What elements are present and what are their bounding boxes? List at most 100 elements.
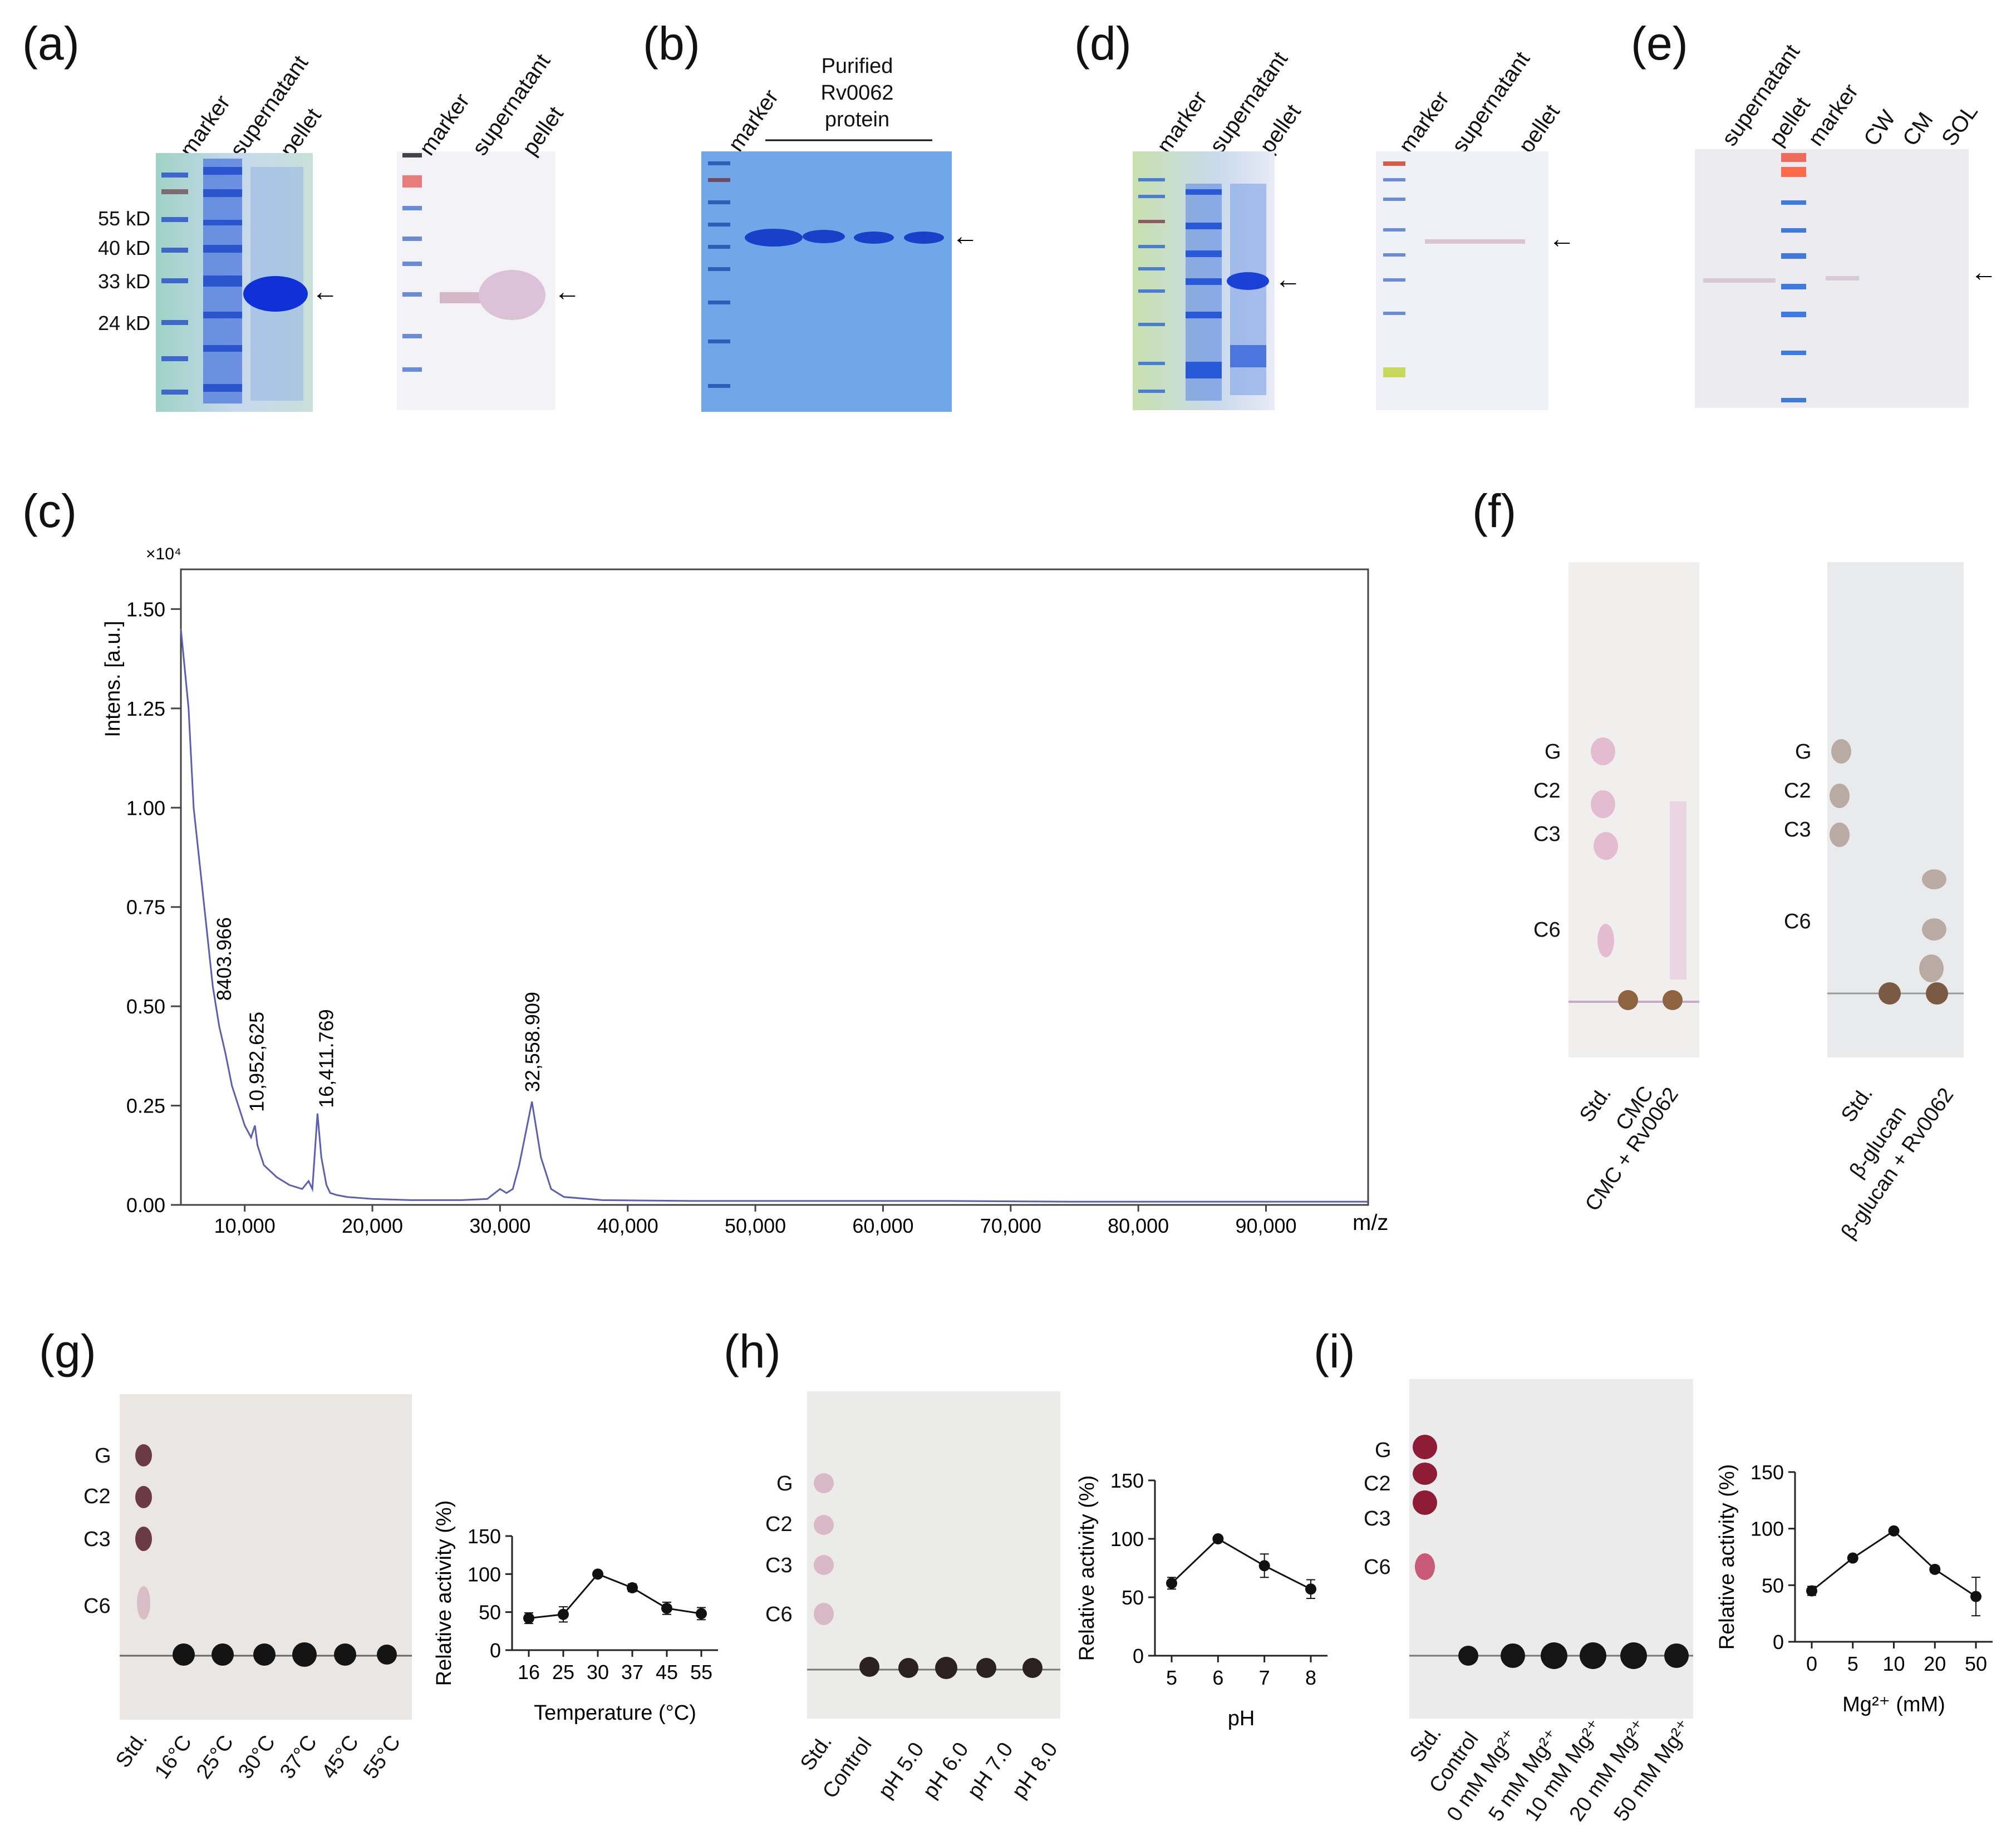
tlc-f-label-c3: C3 xyxy=(1533,823,1561,846)
activity-xtick-label: 7 xyxy=(1259,1666,1270,1689)
gel-d-coomassie xyxy=(1133,151,1275,410)
spectrum-xtick-label: 30,000 xyxy=(469,1214,530,1237)
spectrum-ytick-label: 0.25 xyxy=(126,1095,165,1118)
gel-e-band-cw xyxy=(1826,276,1859,280)
activity-xtick-label: 20 xyxy=(1924,1652,1946,1675)
tlc-f-spot-bg xyxy=(1879,982,1901,1005)
activity-xlabel: Mg²⁺ (mM) xyxy=(1842,1693,1945,1716)
arrow-d1: ← xyxy=(1275,265,1301,294)
panel-label-c: (c) xyxy=(22,485,77,537)
lane-label-marker-d: marker xyxy=(1152,87,1212,158)
gel-d-marker-bands xyxy=(1138,178,1165,393)
tlc-h-label-c3: C3 xyxy=(765,1554,793,1577)
purified-label: Purified Rv0062 protein xyxy=(774,53,941,133)
g-lane-25: 25°C xyxy=(192,1731,239,1784)
activity-xtick-label: 30 xyxy=(587,1661,609,1684)
tlc-f2-label-c2: C2 xyxy=(1784,779,1811,803)
panel-label-g: (g) xyxy=(39,1325,96,1377)
purified-line2: Rv0062 xyxy=(820,81,894,105)
gel-e-western xyxy=(1695,149,1969,408)
gel-e-band-sup xyxy=(1703,278,1776,283)
tlc-i-label-c3: C3 xyxy=(1364,1507,1391,1530)
spectrum-xtick-label: 80,000 xyxy=(1108,1214,1169,1237)
spectrum-peak-label: 16,411.769 xyxy=(315,1009,338,1108)
tlc-g-label-c6: C6 xyxy=(83,1594,111,1618)
gel-a-supernatant-bands xyxy=(203,159,242,403)
tlc-h-plate xyxy=(807,1391,1060,1719)
activity-point xyxy=(1258,1560,1270,1572)
kd-label-24: 24 kD xyxy=(97,312,150,334)
spectrum-peak-label: 32,558.909 xyxy=(521,992,544,1092)
gel-d2-band xyxy=(1425,239,1525,244)
arrow-e: ← xyxy=(1970,258,1997,287)
activity-ytick-label: 150 xyxy=(468,1525,501,1548)
arrow-b: ← xyxy=(952,222,979,251)
gel-d-pellet-bands xyxy=(1227,184,1269,395)
activity-point xyxy=(1847,1552,1858,1564)
h-lane-std: Std. xyxy=(796,1730,837,1775)
tlc-h-label-c6: C6 xyxy=(765,1603,793,1626)
activity-line xyxy=(1811,1529,1976,1597)
spectrum-ytick-label: 1.25 xyxy=(126,697,165,720)
panel-label-e: (e) xyxy=(1631,17,1688,70)
lane-label-cm: CM xyxy=(1898,108,1938,151)
g-lane-37: 37°C xyxy=(276,1731,322,1784)
gel-d-western xyxy=(1376,151,1548,410)
arrow-a1: ← xyxy=(312,277,338,307)
spectrum-ytick-label: 1.50 xyxy=(126,598,165,621)
tlc-g-label-c2: C2 xyxy=(83,1485,111,1508)
tlc-i-label-c6: C6 xyxy=(1364,1556,1391,1579)
activity-point xyxy=(1970,1591,1981,1602)
tlc-f-label-g: G xyxy=(1545,740,1561,764)
lane-label-marker-e: marker xyxy=(1803,80,1863,151)
h-lane-ph6: pH 6.0 xyxy=(918,1738,973,1803)
activity-ytick-label: 0 xyxy=(1773,1631,1784,1653)
activity-ytick-label: 50 xyxy=(479,1601,501,1624)
tlc-h-std-spots xyxy=(814,1473,834,1625)
purified-line1: Purified xyxy=(821,55,893,78)
tlc-f2-label-g: G xyxy=(1795,740,1812,764)
h-lane-ph5: pH 5.0 xyxy=(874,1738,929,1803)
activity-ylabel: Relative activity (%) xyxy=(432,1500,456,1686)
activity-point xyxy=(1212,1533,1224,1544)
gel-a-western xyxy=(397,151,555,410)
lane-label-pellet-d2: pellet xyxy=(1514,100,1565,158)
tlc-f2-label-c3: C3 xyxy=(1784,818,1811,841)
spectrum-ytick-label: 1.00 xyxy=(126,796,165,819)
panel-label-h: (h) xyxy=(724,1325,781,1377)
tlc-i-label-c2: C2 xyxy=(1364,1472,1391,1495)
lane-label-marker-a2: marker xyxy=(415,89,475,160)
panel-label-b: (b) xyxy=(643,17,700,70)
lane-label-sol: SOL xyxy=(1937,100,1983,151)
spectrum-peak-label: 8403.966 xyxy=(213,917,235,1001)
tlc-f-spot-cmc-rv xyxy=(1663,990,1683,1010)
h-lane-ph7: pH 7.0 xyxy=(963,1738,1018,1803)
panel-label-a: (a) xyxy=(22,17,80,70)
spectrum-xlabel: m/z xyxy=(1353,1210,1388,1235)
activity-xtick-label: 5 xyxy=(1847,1652,1858,1675)
activity-xtick-label: 16 xyxy=(518,1661,540,1684)
tlc-g-sample-spots xyxy=(173,1642,397,1667)
activity-ylabel: Relative activity (%) xyxy=(1715,1464,1739,1650)
lane-label-marker: marker xyxy=(175,91,235,162)
activity-ytick-label: 150 xyxy=(1110,1469,1144,1492)
spectrum-xtick-label: 20,000 xyxy=(342,1214,403,1237)
activity-point xyxy=(1929,1563,1941,1575)
tlc-g-std-spots xyxy=(135,1444,152,1620)
panel-label-d: (d) xyxy=(1074,17,1132,70)
purified-line3: protein xyxy=(824,108,890,131)
activity-xtick-label: 10 xyxy=(1882,1652,1905,1675)
g-lane-45: 45°C xyxy=(317,1731,364,1784)
g-lane-std: Std. xyxy=(111,1727,153,1773)
spectrum-xtick-label: 10,000 xyxy=(214,1214,276,1237)
lane-label-marker-d2: marker xyxy=(1394,87,1454,158)
tlc-i-std-spots xyxy=(1413,1435,1437,1580)
gel-a-marker-bands xyxy=(161,173,188,395)
tlc-f2-label-c6: C6 xyxy=(1784,910,1811,933)
tlc-i-plate xyxy=(1409,1379,1693,1719)
activity-ytick-label: 0 xyxy=(490,1639,501,1662)
spectrum-xtick-label: 50,000 xyxy=(725,1214,786,1237)
activity-xtick-label: 55 xyxy=(690,1661,712,1684)
activity-xtick-label: 25 xyxy=(552,1661,574,1684)
